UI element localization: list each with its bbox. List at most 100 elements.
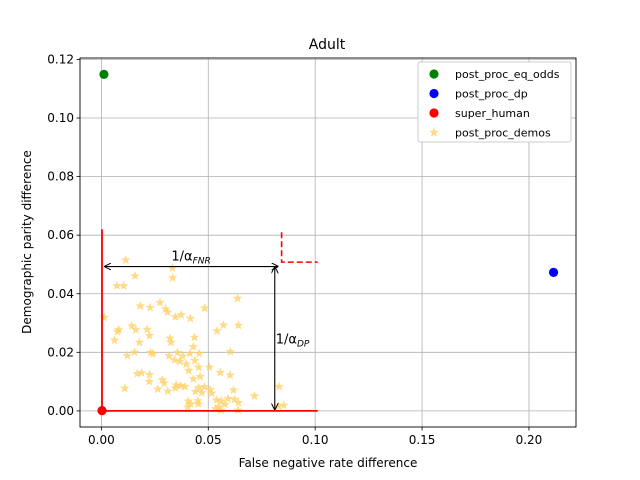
demo-point [148,348,158,358]
demo-point [212,325,222,335]
legend-marker [429,127,439,137]
demo-point [145,302,155,312]
y-tick-label: 0.06 [47,228,74,242]
legend-label: post_proc_dp [455,88,528,101]
post-proc-dp-point [548,267,559,277]
demo-point [216,395,227,405]
annotation-overlay: 1/αFNR 1/αDP [101,229,318,412]
demo-point [194,348,204,358]
demo-point [170,311,181,321]
y-axis-label: Demographic parity difference [20,150,34,334]
demo-point [162,307,173,317]
chart-title: Adult [309,37,346,53]
demo-point [195,371,205,381]
demo-point [204,362,215,372]
demo-point [193,362,204,372]
demo-stars [99,255,289,415]
demo-point [112,326,123,336]
demo-point [99,312,109,322]
y-tick-label: 0.00 [47,404,74,418]
post-proc-eq-odds-point [99,69,109,79]
x-tick-label: 0.05 [195,433,222,447]
demo-point [232,293,243,303]
legend-marker [429,88,439,99]
demo-point [229,394,240,404]
demo-point [126,320,137,331]
demo-point [185,348,195,358]
demo-point [190,386,201,396]
demo-point [210,403,221,413]
demo-point [213,401,224,411]
single-markers [97,69,559,416]
demo-point [164,350,174,360]
demo-point [132,368,143,378]
demo-point [225,370,235,380]
demo-point [129,347,140,357]
y-tick-label: 0.10 [47,111,74,125]
demo-point [134,337,145,347]
demo-point [144,376,155,386]
demo-point [176,309,186,319]
plot-frame [79,57,577,428]
fnr-label: 1/αFNR [171,250,210,267]
legend-label: post_proc_eq_odds [455,68,560,81]
demo-point [194,382,204,392]
demo-point [109,335,120,345]
legend-label: super_human [455,107,530,120]
demo-point [274,381,284,391]
demo-point [155,297,165,307]
demo-point [218,320,229,330]
demo-point [278,400,289,410]
red-dashed-corner [280,232,318,263]
demo-point [185,398,196,408]
demo-point [142,324,152,334]
demo-point [205,384,215,394]
demo-point [163,386,173,396]
demo-point [171,380,181,390]
demo-point [145,347,156,357]
demo-point [228,385,239,395]
demo-point [170,383,181,393]
x-tick-label: 0.00 [88,433,115,447]
demo-point [182,402,193,412]
demo-point [225,346,236,356]
demo-point [165,333,175,343]
demo-point [197,387,207,397]
demo-point [180,381,190,391]
demo-point [193,395,203,405]
demo-point [122,350,132,360]
demo-point [177,351,188,361]
demo-point [193,398,204,408]
demo-point [183,396,193,406]
demo-point [121,255,131,265]
dp-label: 1/αDP [276,332,310,349]
demo-point [112,280,122,290]
legend-marker [429,108,439,118]
demo-point [188,341,199,351]
demo-point [206,388,217,398]
demo-point [144,369,155,379]
demo-point [199,381,210,391]
y-tick-label: 0.08 [47,170,74,184]
demo-point [215,367,225,377]
demo-point [169,354,180,364]
demo-point [223,393,233,403]
demo-point [144,330,155,340]
super-human-point [97,406,107,416]
legend-box [417,61,572,143]
demo-point [130,270,140,280]
y-tick-label: 0.04 [47,287,74,301]
demo-point [189,332,200,342]
demo-point [166,337,176,347]
demo-point [181,359,192,369]
demo-point [185,313,196,323]
demo-point [233,397,244,407]
demo-point [233,405,243,415]
x-tick-label: 0.20 [516,433,543,447]
axis-ticks: 0.00 0.05 0.10 0.15 0.20 0.00 0.02 0.04 0.06 0.08… [47,52,542,447]
demo-point [190,355,200,365]
demo-point [159,378,169,388]
demo-point [113,324,124,334]
demo-point [188,373,199,384]
